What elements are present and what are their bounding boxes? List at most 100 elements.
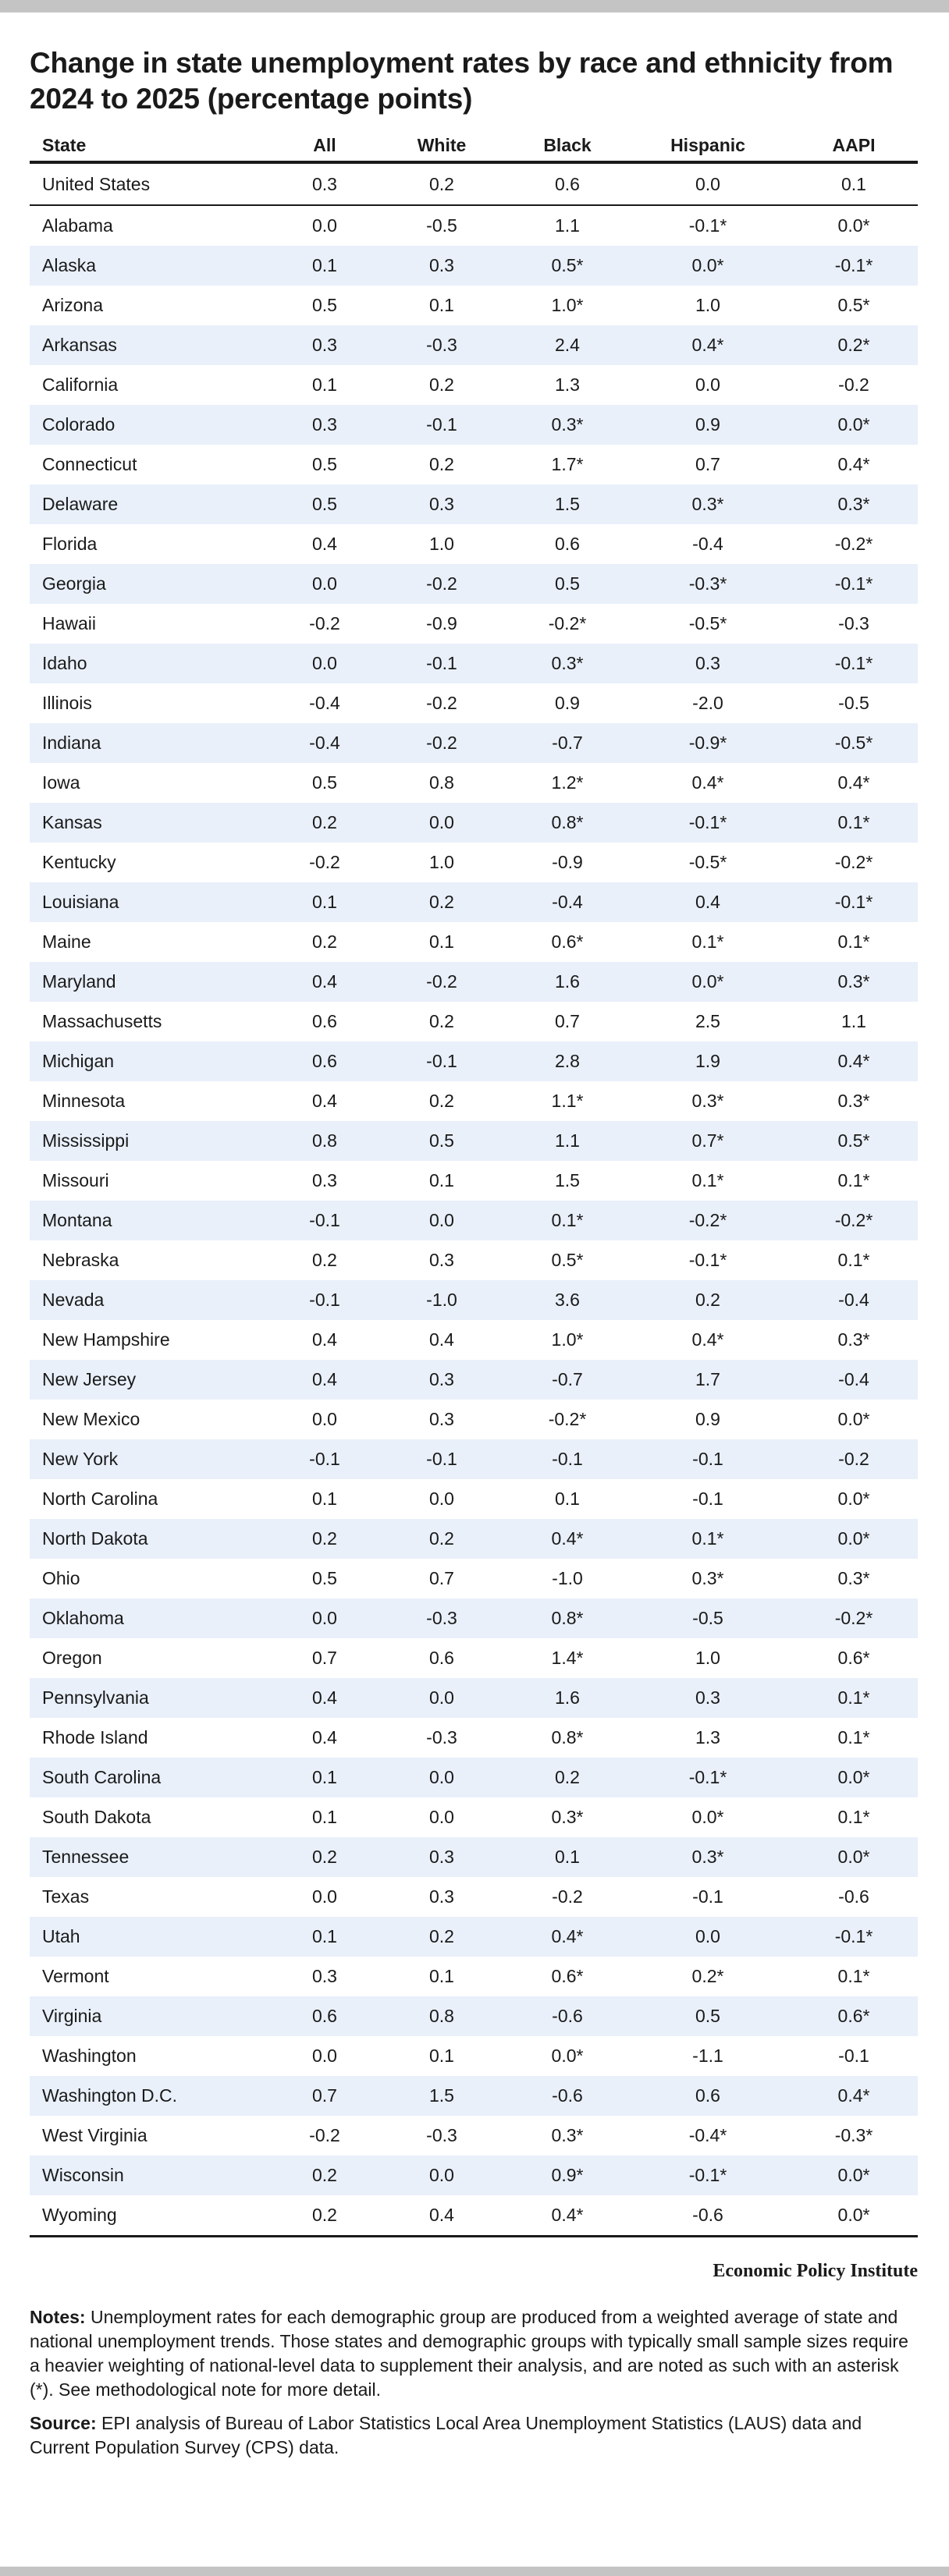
row-black-cell: 0.0*: [551, 2046, 584, 2066]
column-header-all: All: [275, 130, 375, 164]
row-aapi-cell: 0.1*: [790, 1678, 918, 1718]
row-state-cell: Wyoming: [30, 2195, 275, 2237]
row-hispanic-cell: 0.0*: [626, 246, 790, 286]
row-black-cell: 0.6*: [551, 931, 584, 952]
row-all-cell: 0.4: [312, 1329, 337, 1350]
table-row: Virginia 0.6 0.8 -0.6 0.5 0.6*: [30, 1996, 918, 2036]
row-state-cell: Kentucky: [42, 852, 116, 872]
row-black-cell: 0.5*: [551, 1250, 584, 1270]
row-state-cell: New Mexico: [42, 1409, 140, 1429]
row-all-cell: 0.4: [312, 1091, 337, 1111]
column-header-black: Black: [509, 130, 626, 164]
row-aapi-cell: 0.0*: [790, 2156, 918, 2195]
table-row: Illinois -0.4 -0.2 0.9 -2.0 -0.5: [30, 683, 918, 723]
table-row: Utah 0.1 0.2 0.4* 0.0 -0.1*: [30, 1917, 918, 1957]
row-white-cell: 0.8: [375, 1996, 509, 2036]
row-aapi-cell: 0.3*: [837, 1568, 870, 1588]
row-aapi-cell: 0.3*: [837, 1091, 870, 1111]
table-row: Ohio 0.5 0.7 -1.0 0.3* 0.3*: [30, 1559, 918, 1598]
row-white-cell: -0.2: [375, 564, 509, 604]
row-aapi-cell: 0.6*: [790, 1996, 918, 2036]
table-row: Missouri 0.3 0.1 1.5 0.1* 0.1*: [30, 1161, 918, 1201]
row-aapi-cell: 0.6*: [837, 1648, 870, 1668]
row-state-cell: Maryland: [30, 962, 275, 1002]
row-black-cell: -0.7: [509, 723, 626, 763]
row-black-cell: -0.2*: [548, 613, 587, 633]
row-black-cell: 0.5*: [509, 246, 626, 286]
row-all-cell: 0.0: [312, 1886, 337, 1907]
row-hispanic-cell: 0.2: [626, 1280, 790, 1320]
row-white-cell: 0.0: [375, 1758, 509, 1797]
row-all-cell: 0.5: [312, 1568, 337, 1588]
row-state-cell: Minnesota: [42, 1091, 126, 1111]
row-black-cell: 0.3*: [509, 405, 626, 445]
row-state-cell: United States: [30, 162, 275, 206]
row-state-cell: Washington: [42, 2046, 137, 2066]
row-black-cell: 0.1: [509, 1837, 626, 1877]
row-state-cell: Missouri: [42, 1170, 109, 1190]
row-aapi-cell: 0.5*: [790, 1121, 918, 1161]
row-hispanic-cell: -0.1: [692, 1488, 723, 1509]
row-black-cell: -0.2: [552, 1886, 583, 1907]
row-state-cell: Ohio: [42, 1568, 80, 1588]
top-frame-bar: [0, 0, 949, 12]
row-white-cell: 0.3: [429, 1250, 454, 1270]
row-hispanic-cell: 2.5: [695, 1011, 720, 1031]
row-hispanic-cell: 0.4*: [691, 1329, 724, 1350]
row-hispanic-cell: -0.1: [692, 1886, 723, 1907]
row-state-cell: Arizona: [42, 295, 103, 315]
row-state-cell: Virginia: [30, 1996, 275, 2036]
row-aapi-cell: 0.0*: [837, 1409, 870, 1429]
row-hispanic-cell: 0.3*: [626, 484, 790, 524]
row-white-cell: 1.0: [429, 852, 454, 872]
table-row: West Virginia -0.2 -0.3 0.3* -0.4* -0.3*: [30, 2116, 918, 2156]
row-hispanic-cell: 0.0*: [691, 1807, 724, 1827]
row-black-cell: 0.6: [509, 162, 626, 206]
row-aapi-cell: -0.1*: [790, 564, 918, 604]
row-all-cell: 0.1: [275, 882, 375, 922]
row-all-cell: -0.1: [275, 1201, 375, 1240]
row-white-cell: 0.4: [429, 1329, 454, 1350]
row-all-cell: 0.8: [275, 1121, 375, 1161]
row-aapi-cell: -0.3: [838, 613, 869, 633]
figure-container: Change in state unemployment rates by ra…: [30, 45, 918, 2460]
row-state-cell: Connecticut: [42, 454, 137, 474]
source-label: Source:: [30, 2413, 97, 2433]
row-all-cell: 0.1: [312, 1807, 337, 1827]
row-state-cell: Alaska: [30, 246, 275, 286]
row-state-cell: Utah: [30, 1917, 275, 1957]
row-all-cell: 0.2: [312, 1250, 337, 1270]
row-all-cell: 0.5: [312, 295, 337, 315]
row-white-cell: 0.1: [429, 931, 454, 952]
row-aapi-cell: 0.5*: [837, 295, 870, 315]
row-black-cell: -0.4: [509, 882, 626, 922]
column-header-hispanic: Hispanic: [626, 130, 790, 164]
row-all-cell: 0.4: [312, 1727, 337, 1747]
row-aapi-cell: 0.0*: [790, 405, 918, 445]
row-black-cell: -0.2*: [548, 1409, 587, 1429]
table-row: Pennsylvania 0.4 0.0 1.6 0.3 0.1*: [30, 1678, 918, 1718]
row-black-cell: 0.2: [509, 1758, 626, 1797]
row-hispanic-cell: 1.0: [695, 1648, 720, 1668]
row-all-cell: -0.4: [275, 723, 375, 763]
table-row: Louisiana 0.1 0.2 -0.4 0.4 -0.1*: [30, 882, 918, 922]
row-state-cell: Mississippi: [30, 1121, 275, 1161]
table-row: Idaho 0.0 -0.1 0.3* 0.3 -0.1*: [30, 644, 918, 683]
row-all-cell: 0.3: [312, 1966, 337, 1986]
row-state-cell: Texas: [42, 1886, 90, 1907]
row-state-cell: New Jersey: [30, 1360, 275, 1400]
column-header-state: State: [30, 130, 275, 164]
row-all-cell: 0.2: [275, 1837, 375, 1877]
table-row: New York -0.1 -0.1 -0.1 -0.1 -0.2: [30, 1439, 918, 1479]
column-header-white: White: [375, 130, 509, 164]
table-row: Texas 0.0 0.3 -0.2 -0.1 -0.6: [30, 1877, 918, 1917]
table-row: Florida 0.4 1.0 0.6 -0.4 -0.2*: [30, 524, 918, 564]
row-aapi-cell: 0.1*: [837, 1807, 870, 1827]
notes-block: Notes: Unemployment rates for each demog…: [30, 2305, 918, 2402]
row-all-cell: 0.5: [312, 454, 337, 474]
row-black-cell: 1.1*: [551, 1091, 584, 1111]
row-hispanic-cell: 0.3*: [626, 1837, 790, 1877]
row-black-cell: 0.4*: [509, 1917, 626, 1957]
row-aapi-cell: 0.1: [790, 162, 918, 206]
row-all-cell: -0.1: [275, 1439, 375, 1479]
